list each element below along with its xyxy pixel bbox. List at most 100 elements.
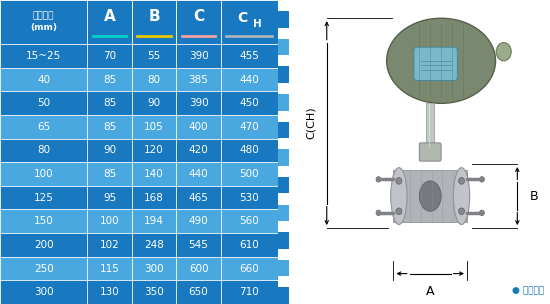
Bar	[132, 44, 177, 68]
Text: 102: 102	[100, 240, 119, 250]
Bar	[132, 0, 177, 44]
Ellipse shape	[396, 178, 402, 184]
Ellipse shape	[480, 210, 485, 216]
Ellipse shape	[419, 181, 441, 211]
Bar	[0, 44, 87, 68]
Ellipse shape	[459, 208, 465, 215]
Bar	[221, 0, 278, 44]
Text: 100: 100	[34, 169, 53, 179]
Bar	[132, 209, 177, 233]
Text: 300: 300	[34, 287, 53, 297]
Bar	[87, 162, 132, 186]
Text: 560: 560	[239, 216, 259, 226]
Text: 85: 85	[103, 74, 117, 85]
Bar	[87, 186, 132, 209]
Text: 仪表口径
(mm): 仪表口径 (mm)	[30, 12, 57, 33]
Bar	[177, 186, 221, 209]
Bar	[177, 280, 221, 304]
Text: 350: 350	[144, 287, 164, 297]
Bar	[177, 115, 221, 139]
Bar	[393, 170, 467, 222]
Text: 248: 248	[144, 240, 164, 250]
Text: 50: 50	[37, 98, 50, 108]
Text: 200: 200	[34, 240, 53, 250]
Bar	[177, 91, 221, 115]
Bar	[278, 232, 289, 249]
Bar	[0, 186, 87, 209]
Text: 250: 250	[34, 264, 53, 274]
Bar	[87, 280, 132, 304]
Bar	[221, 115, 278, 139]
Text: 65: 65	[37, 122, 51, 132]
Bar	[177, 162, 221, 186]
Bar	[278, 205, 289, 221]
Bar	[132, 233, 177, 257]
Text: 440: 440	[239, 74, 259, 85]
Bar	[87, 91, 132, 115]
Bar	[426, 103, 434, 146]
Bar	[221, 257, 278, 280]
Text: 390: 390	[189, 98, 208, 108]
Bar	[0, 280, 87, 304]
Bar	[132, 257, 177, 280]
Text: 80: 80	[147, 74, 161, 85]
Text: B: B	[148, 9, 160, 24]
Text: 115: 115	[100, 264, 120, 274]
Text: 440: 440	[189, 169, 208, 179]
Text: 80: 80	[37, 145, 50, 155]
Text: A: A	[426, 285, 434, 298]
Text: 105: 105	[144, 122, 164, 132]
Bar	[132, 280, 177, 304]
Text: 40: 40	[37, 74, 50, 85]
Text: 710: 710	[239, 287, 259, 297]
Bar	[0, 139, 87, 162]
Text: 85: 85	[103, 122, 117, 132]
Text: 120: 120	[144, 145, 164, 155]
Bar	[278, 177, 289, 193]
Bar	[87, 0, 132, 44]
Text: 125: 125	[34, 193, 54, 203]
Bar	[278, 39, 289, 55]
Bar	[0, 0, 87, 44]
Text: 660: 660	[239, 264, 259, 274]
Bar	[278, 94, 289, 111]
Bar	[0, 233, 87, 257]
Text: 15~25: 15~25	[26, 51, 62, 61]
Text: 90: 90	[103, 145, 116, 155]
Bar	[278, 122, 289, 138]
Ellipse shape	[390, 168, 407, 225]
Text: C(CH): C(CH)	[305, 107, 315, 140]
Bar	[0, 162, 87, 186]
Text: 530: 530	[239, 193, 259, 203]
Bar	[87, 233, 132, 257]
Text: 95: 95	[103, 193, 117, 203]
Bar	[132, 68, 177, 91]
Text: C: C	[237, 11, 248, 26]
Text: 85: 85	[103, 98, 117, 108]
Text: 420: 420	[189, 145, 208, 155]
Bar	[177, 0, 221, 44]
Text: 490: 490	[189, 216, 208, 226]
Bar	[87, 44, 132, 68]
Text: 500: 500	[239, 169, 259, 179]
Bar	[0, 115, 87, 139]
Text: 168: 168	[144, 193, 164, 203]
Bar	[177, 68, 221, 91]
Ellipse shape	[480, 177, 485, 182]
Text: ● 常规仪表: ● 常规仪表	[512, 286, 544, 295]
Ellipse shape	[453, 168, 470, 225]
Bar	[278, 287, 289, 304]
Ellipse shape	[387, 18, 496, 103]
Bar	[132, 162, 177, 186]
Bar	[221, 209, 278, 233]
Bar	[0, 257, 87, 280]
Text: A: A	[104, 9, 116, 24]
Bar	[87, 257, 132, 280]
Text: 100: 100	[100, 216, 119, 226]
Bar	[221, 91, 278, 115]
Bar	[177, 209, 221, 233]
Text: 300: 300	[144, 264, 164, 274]
Text: 400: 400	[189, 122, 208, 132]
Bar	[87, 139, 132, 162]
Bar	[132, 139, 177, 162]
